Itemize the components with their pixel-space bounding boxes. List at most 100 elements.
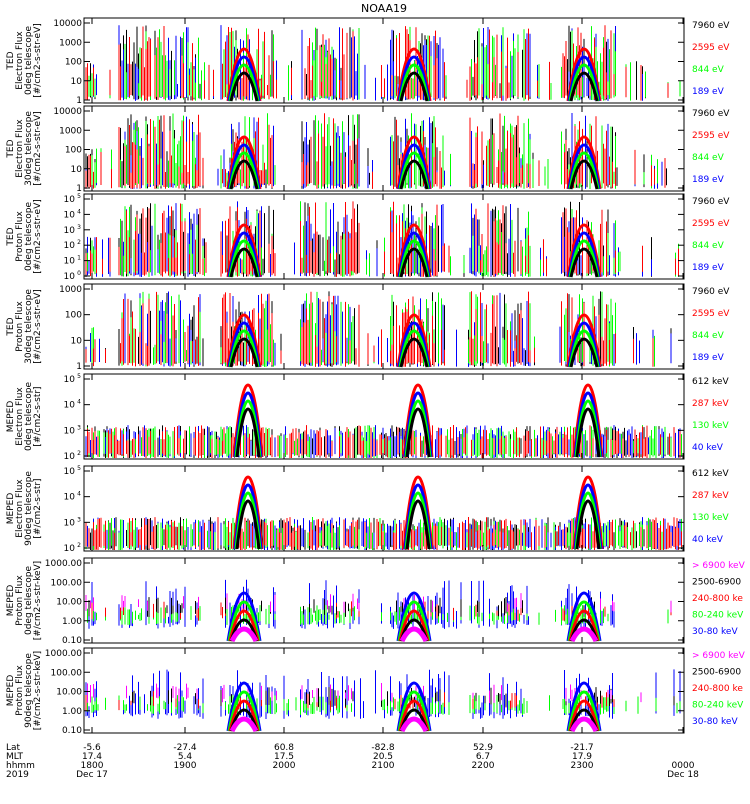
pass-2-hump [566, 135, 602, 190]
legend-entry: 287 keV [692, 491, 729, 501]
legend-entry: 240-800 ke [692, 594, 743, 604]
panel-frame [83, 557, 685, 644]
y-tick-exponent: 2 [77, 542, 81, 549]
y-tick-label: 10 [64, 226, 76, 236]
legend-entry: 189 eV [692, 353, 725, 363]
legend-entry: 30-80 keV [692, 717, 738, 727]
x-tick-mlt: 17.9 [572, 752, 592, 762]
pass-curve-3 [399, 247, 429, 278]
pass-curve-1 [567, 231, 601, 278]
legend-entry: 30-80 keV [692, 627, 738, 637]
legend-entry: 7960 eV [692, 287, 730, 297]
pass-curve-2 [398, 609, 430, 642]
pass-0-hump [226, 591, 262, 643]
x-tick-lat: -82.8 [371, 743, 395, 753]
y-tick-exponent: 4 [77, 399, 81, 406]
y-tick-label: 10 [64, 195, 76, 205]
y-tick-label: 100.00 [51, 668, 83, 678]
legend-entry: 844 eV [692, 153, 725, 163]
y-tick-label: 10 [64, 544, 76, 554]
pass-curve-0 [396, 681, 432, 732]
legend-entry: 7960 eV [692, 21, 730, 31]
y-axis-label-line: [#/cm2-s-str-eV] [33, 199, 43, 274]
y-tick-exponent: 3 [77, 424, 81, 431]
y-axis-label-line: Proton Flux [15, 301, 25, 352]
pass-0-hump [226, 681, 262, 733]
panel-frame [83, 283, 685, 370]
y-tick-label: 1.00 [62, 707, 82, 717]
y-axis-label-line: [#/cm2-s-str] [33, 386, 43, 446]
pass-curve-1 [567, 690, 601, 732]
legend-entry: 80-240 keV [692, 701, 744, 711]
data-layer [85, 25, 682, 733]
pass-curve-1 [397, 690, 431, 732]
y-axis-label-line: Proton Flux [15, 665, 25, 716]
pass-curve-3 [569, 71, 599, 102]
legend-entry: 40 keV [692, 535, 724, 545]
y-tick-label: 1 [76, 184, 82, 194]
y-axis-label-line: TED [6, 317, 16, 336]
y-tick-label: 0.10 [62, 636, 82, 646]
y-axis-label-line: 0deg telescope [24, 202, 34, 272]
x-tick-mlt: 6.7 [476, 752, 490, 762]
y-axis-label-line: Proton Flux [15, 211, 25, 262]
pass-curve-1 [397, 55, 431, 102]
pass-1-hump [396, 47, 432, 102]
panel-ted-p-0 [85, 201, 679, 278]
y-tick-exponent: 2 [77, 450, 81, 457]
pass-curve-0 [396, 591, 432, 642]
y-axis-label-line: [#/cm2-s-str-keV] [33, 561, 43, 640]
y-axis-label-line: Electron Flux [15, 31, 25, 90]
pass-curve-2 [398, 151, 430, 190]
y-tick-label: 1000 [59, 285, 82, 295]
pass-curve-2 [398, 329, 430, 368]
y-tick-exponent: 4 [77, 491, 81, 498]
x-tick-date: Dec 17 [76, 770, 108, 780]
y-axis-label-line: TED [6, 139, 16, 158]
pass-curve-3 [569, 159, 599, 190]
legend-entry: 2500-6900 [692, 668, 741, 678]
pass-curve-1 [227, 690, 261, 732]
pass-curve-0 [566, 591, 602, 642]
y-axis-label-line: [#/cm2-s-str-eV] [33, 111, 43, 186]
x-tick-mlt: 20.5 [373, 752, 393, 762]
pass-0-hump [226, 223, 262, 278]
x-row-label: MLT [6, 752, 24, 762]
panel-frame [83, 17, 685, 104]
y-tick-label: 100.00 [51, 578, 83, 588]
pass-curve-3 [235, 407, 261, 458]
pass-curve-1 [567, 55, 601, 102]
pass-curve-4 [569, 626, 599, 643]
y-tick-label: 10000 [53, 107, 82, 117]
y-axis-label-line: Electron Flux [15, 119, 25, 178]
pass-1-hump [396, 223, 432, 278]
x-tick-lat: -21.7 [570, 743, 593, 753]
pass-curve-3 [569, 337, 599, 368]
y-tick-label: 10 [64, 375, 76, 385]
pass-curve-3 [399, 159, 429, 190]
y-tick-label: 1000.00 [45, 649, 82, 659]
y-axis-label-line: Proton Flux [15, 575, 25, 626]
pass-curve-2 [568, 63, 600, 102]
legend-entry: 80-240 keV [692, 611, 744, 621]
pass-curve-1 [227, 231, 261, 278]
y-axis-label-line: [#/cm2-s-str-eV] [33, 23, 43, 98]
y-tick-label: 10 [64, 241, 76, 251]
pass-1-hump [402, 475, 434, 550]
x-tick-hhmm: 2000 [273, 761, 296, 771]
x-row-label: hhmm [6, 761, 35, 771]
pass-2-hump [566, 313, 602, 368]
pass-curve-3 [229, 337, 259, 368]
plot-title: NOAA19 [361, 2, 407, 15]
panel-ted-p-30 [85, 291, 672, 368]
legend-entry: 189 eV [692, 87, 725, 97]
y-tick-label: 10 [64, 210, 76, 220]
y-tick-label: 10 [64, 518, 76, 528]
legend-entry: 240-800 ke [692, 684, 743, 694]
y-tick-label: 10.00 [56, 598, 82, 608]
legend-entry: 287 keV [692, 399, 729, 409]
legend-entry: 844 eV [692, 65, 725, 75]
pass-curve-3 [569, 247, 599, 278]
legend-entry: 189 eV [692, 263, 725, 273]
